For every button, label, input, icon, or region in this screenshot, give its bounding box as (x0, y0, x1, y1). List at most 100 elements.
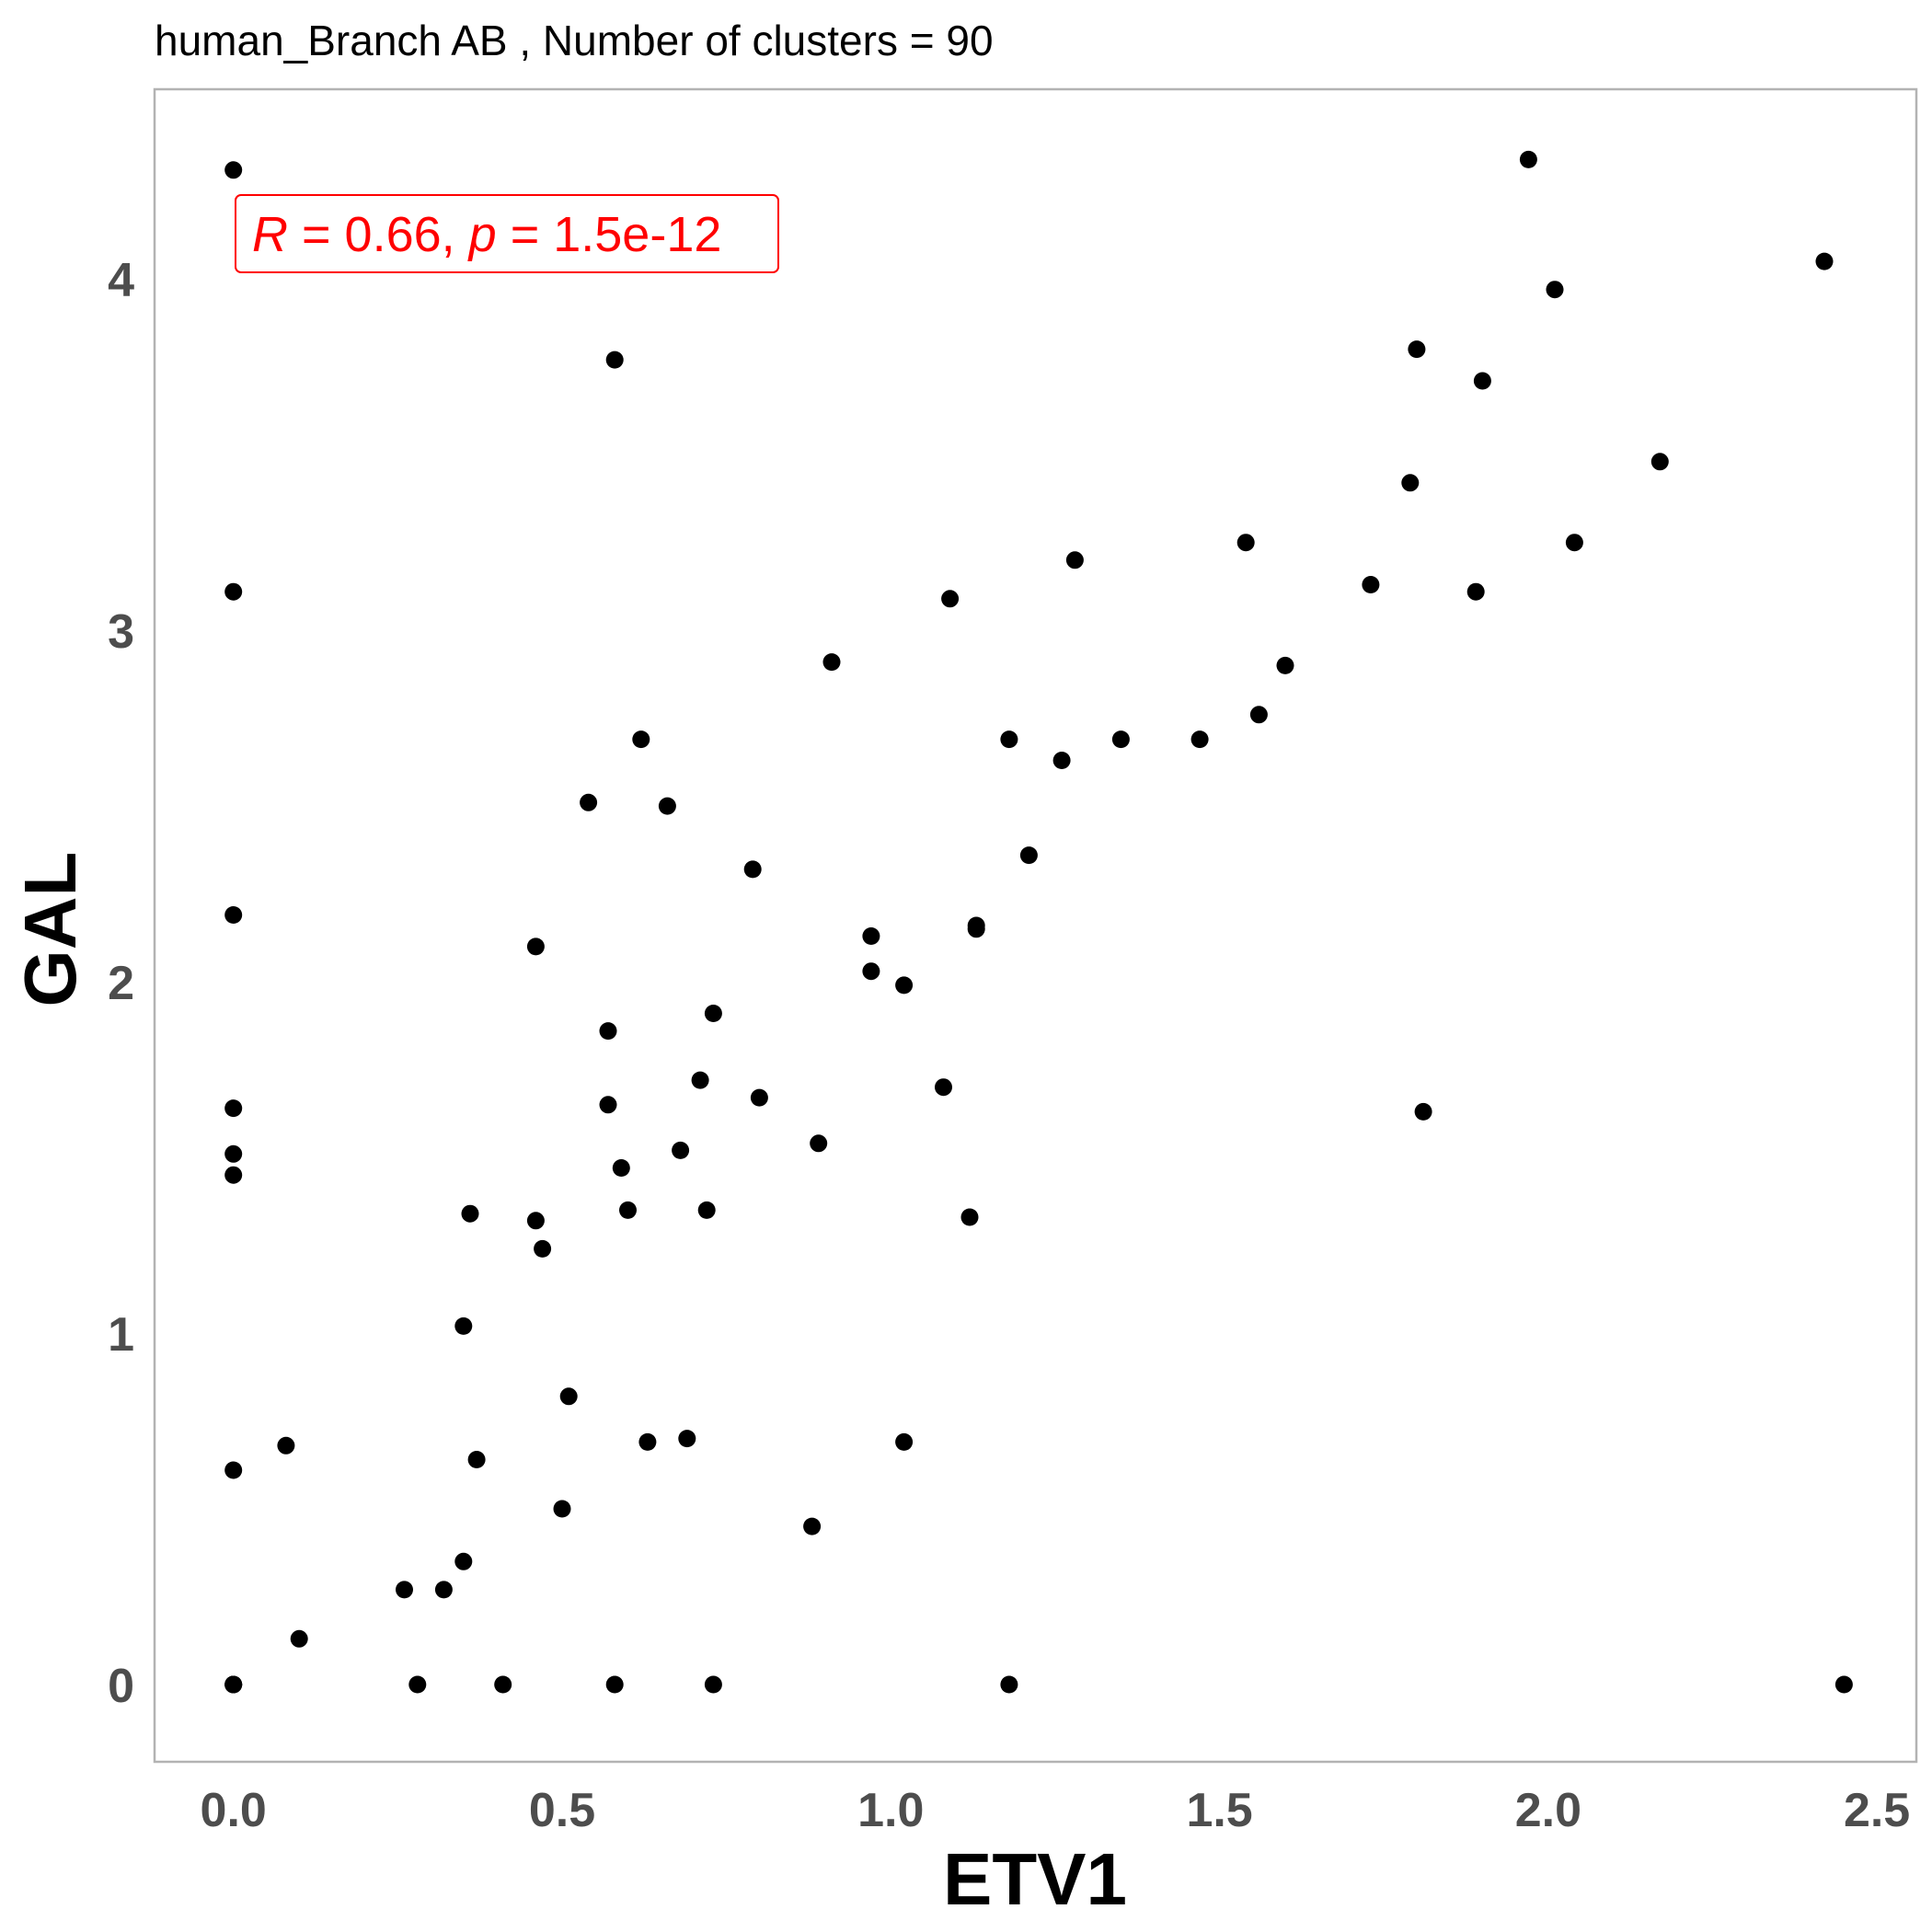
scatter-point (224, 1099, 243, 1118)
scatter-point (632, 730, 650, 749)
scatter-point (895, 976, 914, 995)
annotation-r-value: = 0.66, (288, 207, 469, 262)
x-axis-title: ETV1 (943, 1838, 1127, 1920)
scatter-point (1052, 752, 1071, 769)
scatter-point (580, 793, 598, 811)
scatter-point (494, 1675, 512, 1694)
scatter-point (224, 1144, 243, 1163)
points-layer (224, 150, 1853, 1694)
y-axis-ticks: 0 1 2 3 4 (108, 254, 134, 1713)
scatter-point (1236, 534, 1255, 552)
x-tick-label: 0.0 (201, 1784, 267, 1837)
scatter-point (678, 1430, 696, 1448)
annotation-p-symbol: p (467, 207, 497, 262)
scatter-point (1834, 1675, 1853, 1694)
scatter-point (224, 1461, 243, 1479)
scatter-point (612, 1159, 630, 1177)
y-tick-label: 3 (108, 605, 134, 659)
y-axis-title: GAL (9, 852, 91, 1007)
scatter-point (224, 1166, 243, 1184)
scatter-point (224, 906, 243, 924)
scatter-point (1546, 281, 1564, 299)
scatter-point (534, 1239, 552, 1258)
scatter-point (803, 1517, 822, 1535)
y-tick-label: 0 (108, 1660, 134, 1713)
y-tick-label: 2 (108, 957, 134, 1010)
scatter-point (862, 962, 880, 981)
scatter-point (822, 653, 841, 672)
scatter-point (697, 1201, 716, 1219)
scatter-point (704, 1005, 722, 1022)
scatter-point (1065, 551, 1084, 569)
scatter-point (1414, 1102, 1432, 1121)
scatter-point (454, 1317, 473, 1335)
annotation-text: R = 0.66, p = 1.5e-12 (252, 207, 721, 262)
scatter-point (224, 582, 243, 601)
scatter-point (526, 937, 545, 956)
scatter-point (743, 860, 762, 879)
scatter-point (454, 1552, 473, 1570)
scatter-point (1000, 730, 1018, 749)
scatter-point (1276, 656, 1294, 674)
x-tick-label: 1.5 (1186, 1784, 1252, 1837)
scatter-point (1111, 730, 1130, 749)
scatter-point (672, 1141, 690, 1159)
scatter-point (434, 1581, 453, 1599)
x-tick-label: 0.5 (529, 1784, 595, 1837)
scatter-point (408, 1675, 427, 1694)
correlation-annotation: R = 0.66, p = 1.5e-12 (235, 194, 779, 273)
scatter-point (1408, 340, 1426, 359)
scatter-point (461, 1204, 479, 1223)
scatter-point (559, 1387, 578, 1406)
scatter-point (290, 1629, 308, 1648)
x-tick-label: 2.0 (1515, 1784, 1581, 1837)
scatter-point (599, 1022, 617, 1041)
scatter-point (1190, 730, 1209, 749)
scatter-point (1000, 1675, 1018, 1694)
scatter-point (895, 1432, 914, 1451)
y-tick-label: 1 (108, 1308, 134, 1362)
scatter-point (935, 1078, 952, 1097)
scatter-point (467, 1451, 486, 1468)
scatter-point (1519, 150, 1537, 168)
scatter-point (691, 1071, 709, 1089)
scatter-point (224, 1675, 243, 1694)
x-axis-ticks: 0.0 0.5 1.0 1.5 2.0 2.5 (201, 1784, 1911, 1837)
x-tick-label: 2.5 (1844, 1784, 1910, 1837)
scatter-point (396, 1581, 413, 1599)
annotation-r-symbol: R (252, 207, 288, 262)
scatter-point (960, 1208, 979, 1226)
scatter-point (1565, 534, 1583, 552)
chart-title: human_Branch AB , Number of clusters = 9… (155, 17, 994, 64)
scatter-point (1249, 706, 1268, 724)
scatter-point (1650, 453, 1669, 471)
scatter-point (277, 1436, 295, 1455)
scatter-point (224, 161, 243, 179)
scatter-point (638, 1432, 657, 1451)
x-tick-label: 1.0 (857, 1784, 924, 1837)
scatter-point (605, 1675, 624, 1694)
scatter-point (599, 1096, 617, 1114)
scatter-point (704, 1675, 722, 1694)
scatter-point (967, 916, 985, 935)
annotation-p-value: = 1.5e-12 (497, 207, 722, 262)
scatter-point (553, 1500, 571, 1518)
scatter-point (1466, 582, 1485, 601)
scatter-point (658, 797, 676, 815)
scatter-point (1401, 474, 1420, 492)
scatter-point (862, 927, 880, 945)
scatter-point (1019, 846, 1038, 865)
scatter-point (526, 1212, 545, 1230)
scatter-point (810, 1134, 828, 1153)
annotation-box (235, 194, 779, 273)
y-tick-label: 4 (108, 254, 134, 307)
scatter-point (1815, 252, 1834, 270)
scatter-point (941, 590, 960, 608)
scatter-point (605, 351, 624, 369)
plot-panel-border (153, 87, 1918, 1764)
scatter-point (1362, 576, 1380, 593)
scatter-point (1473, 372, 1491, 390)
scatter-point (619, 1201, 637, 1219)
